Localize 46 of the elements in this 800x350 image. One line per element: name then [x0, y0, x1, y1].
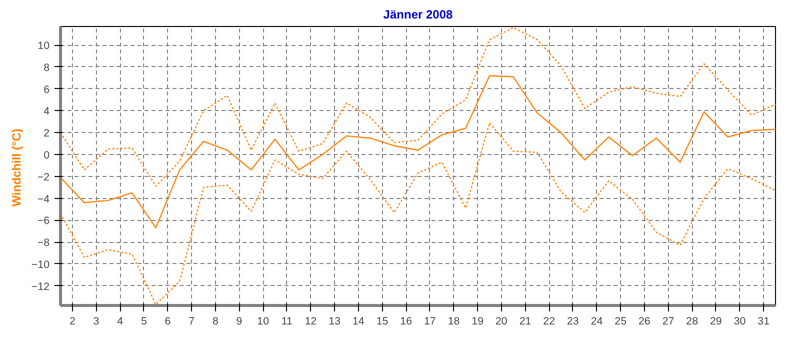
y-tick-label: −8 [37, 237, 50, 250]
x-tick-label: 14 [352, 316, 364, 328]
x-tick-label: 2 [69, 316, 76, 328]
line-series [60, 75, 776, 228]
y-tick-label: −4 [37, 193, 50, 206]
y-tick-label: −12 [31, 280, 50, 293]
x-tick-label: 29 [710, 316, 722, 328]
x-tick-label: 4 [117, 316, 124, 328]
x-tick-label: 16 [400, 316, 412, 328]
x-tick-label: 9 [236, 316, 242, 328]
y-tick-label: 2 [44, 128, 50, 140]
x-tick-label: 30 [734, 316, 746, 328]
x-tick-label: 12 [304, 316, 317, 328]
y-tick-label: 4 [44, 106, 50, 118]
x-tick-label: 19 [472, 316, 484, 328]
x-tick-label: 10 [257, 316, 270, 328]
x-tick-label: 21 [519, 316, 532, 328]
x-tick-label: 22 [543, 316, 556, 328]
x-tick-label: 7 [188, 316, 195, 328]
x-tick-label: 27 [662, 316, 674, 328]
x-tick-label: 20 [495, 316, 508, 328]
y-tick-label: 10 [38, 40, 50, 52]
x-tick-label: 23 [566, 316, 579, 328]
y-axis-title: Windchill (°C) [9, 128, 24, 207]
y-tick-label: 0 [44, 150, 50, 162]
y-tick-label: −10 [31, 258, 50, 271]
y-tick-label: −6 [37, 215, 50, 228]
y-tick-label: −2 [37, 171, 50, 184]
x-tick-label: 18 [448, 316, 460, 328]
x-tick-label: 25 [614, 316, 627, 328]
x-tick-label: 8 [212, 316, 218, 328]
x-tick-label: 31 [758, 316, 770, 328]
x-tick-label: 26 [638, 316, 650, 328]
x-tick-label: 6 [164, 316, 171, 328]
chart-title: Jänner 2008 [383, 8, 454, 22]
x-tick-label: 5 [140, 316, 147, 328]
x-tick-label: 13 [328, 316, 341, 328]
x-tick-label: 17 [424, 316, 436, 328]
x-tick-label: 24 [590, 316, 603, 328]
x-tick-label: 3 [93, 316, 100, 328]
x-tick-label: 15 [376, 316, 388, 328]
x-tick-label: 11 [281, 316, 293, 328]
y-tick-label: 6 [44, 84, 50, 96]
line-series [60, 26, 776, 187]
y-tick-label: 8 [44, 62, 50, 74]
x-tick-label: 28 [686, 316, 698, 328]
